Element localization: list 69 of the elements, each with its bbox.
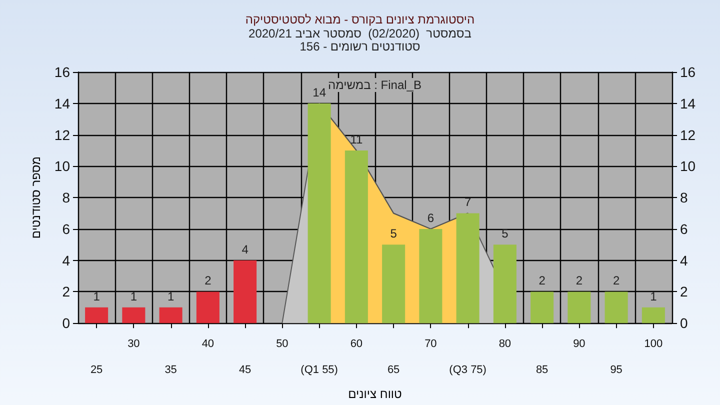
- x-tick-label: 35: [164, 364, 177, 376]
- data-label: 5: [502, 226, 509, 241]
- data-label: 1: [93, 289, 100, 304]
- bar: [493, 244, 516, 324]
- bar: [344, 150, 368, 324]
- data-label: 4: [242, 242, 249, 256]
- bar: [568, 292, 591, 324]
- bar: [159, 307, 182, 324]
- data-label: 1: [650, 289, 658, 304]
- y-axis-title: מספר סטודנטים: [29, 156, 43, 239]
- y2-tick-label: 14: [680, 95, 696, 112]
- x-tick-label: 70: [424, 338, 437, 350]
- x-tick-label: 60: [350, 338, 363, 350]
- y-tick-label: 8: [62, 190, 70, 206]
- x-tick-label: 90: [573, 338, 586, 350]
- bar: [308, 103, 331, 324]
- y2-tick-label: 16: [680, 64, 696, 80]
- x-tick-label: 95: [610, 364, 622, 376]
- x-tick-label: 85: [536, 364, 548, 376]
- bar: [196, 292, 220, 324]
- data-label: 2: [612, 274, 620, 288]
- y2-tick-label: 2: [680, 284, 688, 300]
- data-label: 1: [130, 289, 138, 304]
- chart-subtitle: בסמסטר (02/2020) סמסטר אביב 2020/21 סטודנטים רשומים - 156: [248, 26, 472, 54]
- data-label: 11: [350, 132, 363, 146]
- bar: [642, 307, 665, 324]
- bar: [419, 228, 442, 324]
- data-label: 5: [390, 226, 398, 241]
- y-tick-label: 0: [62, 315, 70, 332]
- annotation: במשימה : Final_B: [328, 78, 422, 92]
- bar: [85, 307, 108, 324]
- y-tick-label: 10: [54, 158, 70, 174]
- bar: [382, 244, 406, 324]
- y2-tick-label: 8: [680, 190, 688, 206]
- x-tick-label: (Q1 55): [300, 364, 338, 376]
- y2-tick-label: 6: [680, 220, 688, 237]
- y-tick-label: 12: [54, 126, 70, 143]
- data-label: 2: [204, 274, 212, 288]
- x-tick-label: 25: [90, 364, 103, 376]
- x-tick-label: 40: [202, 338, 214, 350]
- x-axis-title: טווח ציונים: [348, 387, 402, 401]
- y-tick-label: 2: [62, 284, 70, 300]
- data-label: 2: [576, 274, 583, 288]
- y2-tick-label: 12: [680, 126, 696, 143]
- x-tick-label: (Q3 75): [449, 364, 486, 376]
- bar: [122, 307, 146, 324]
- y-tick-label: 4: [62, 252, 70, 268]
- y-tick-label: 16: [54, 64, 70, 80]
- data-label: 2: [538, 274, 546, 288]
- y2-tick-label: 0: [680, 315, 688, 332]
- x-tick-label: 45: [238, 364, 252, 376]
- y2-tick-label: 10: [680, 158, 696, 174]
- bar: [530, 292, 554, 324]
- y-tick-label: 14: [54, 95, 70, 112]
- data-label: 6: [427, 210, 434, 225]
- y2-tick-label: 4: [680, 252, 688, 268]
- bar: [456, 213, 480, 324]
- x-tick-label: 80: [498, 338, 512, 350]
- data-label: 1: [167, 289, 174, 304]
- chart-title: היסטוגרמת ציונים בקורס - מבוא לסטטיסטיקה: [245, 12, 475, 26]
- x-tick-label: 65: [387, 364, 400, 376]
- data-label: 7: [464, 195, 472, 210]
- x-tick-label: 100: [644, 338, 663, 350]
- x-tick-label: 30: [128, 338, 140, 350]
- data-label: 14: [312, 85, 326, 100]
- y-tick-label: 6: [62, 220, 70, 237]
- x-tick-label: 50: [276, 338, 288, 350]
- bar: [604, 292, 628, 324]
- bar: [234, 260, 257, 324]
